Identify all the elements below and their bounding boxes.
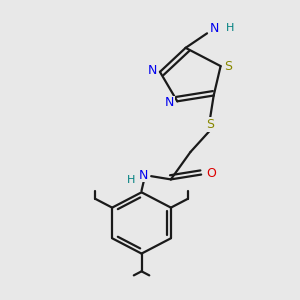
Text: N: N xyxy=(165,96,174,110)
Text: S: S xyxy=(224,60,232,73)
Text: S: S xyxy=(206,118,214,131)
Text: N: N xyxy=(209,22,219,35)
Text: N: N xyxy=(138,169,148,182)
Text: H: H xyxy=(127,175,135,185)
Text: N: N xyxy=(147,64,157,77)
Text: H: H xyxy=(226,22,234,32)
Text: O: O xyxy=(206,167,216,180)
